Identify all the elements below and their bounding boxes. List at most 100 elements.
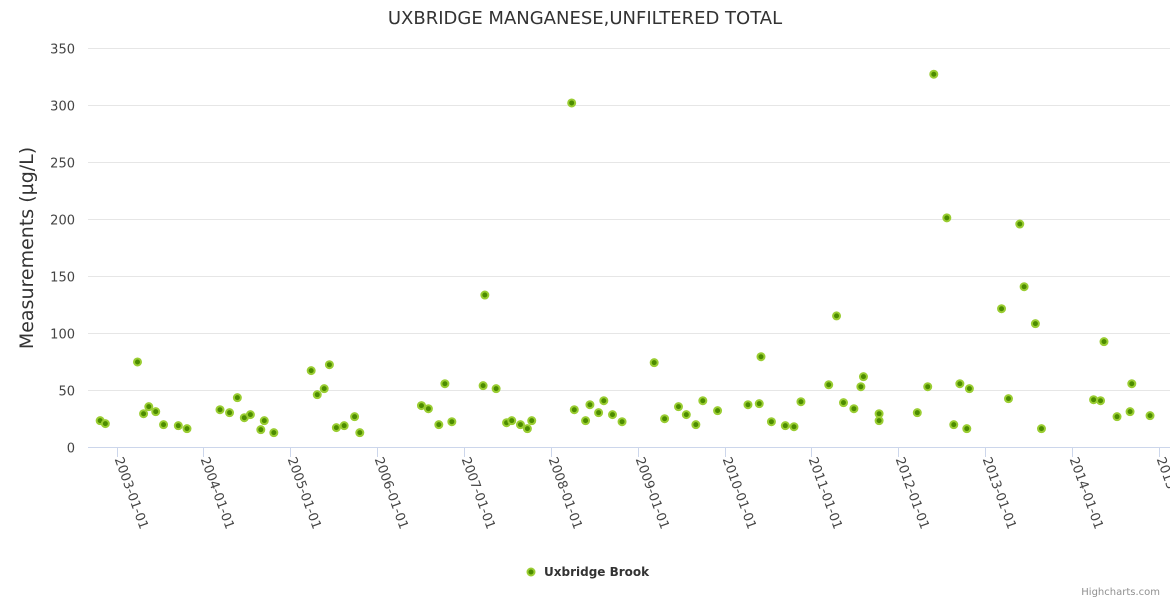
data-point[interactable] — [955, 379, 965, 389]
data-point[interactable] — [569, 405, 579, 415]
data-point[interactable] — [319, 384, 329, 394]
data-point[interactable] — [964, 384, 974, 394]
data-point[interactable] — [132, 357, 142, 367]
data-point[interactable] — [780, 421, 790, 431]
data-point[interactable] — [594, 408, 604, 418]
data-point[interactable] — [507, 416, 517, 426]
data-point[interactable] — [515, 420, 525, 430]
data-point[interactable] — [849, 404, 859, 414]
data-point[interactable] — [434, 420, 444, 430]
data-point[interactable] — [743, 400, 753, 410]
data-point[interactable] — [1036, 424, 1046, 434]
data-point[interactable] — [949, 420, 959, 430]
data-point[interactable] — [838, 398, 848, 408]
data-point[interactable] — [1145, 411, 1155, 421]
data-point[interactable] — [306, 366, 316, 376]
data-point[interactable] — [585, 400, 595, 410]
data-point[interactable] — [796, 397, 806, 407]
y-tick-label: 350 — [50, 43, 75, 58]
data-point[interactable] — [1099, 337, 1109, 347]
y-tick-label: 50 — [58, 385, 75, 400]
data-point[interactable] — [527, 416, 537, 426]
data-point[interactable] — [423, 404, 433, 414]
data-point[interactable] — [324, 360, 334, 370]
data-point[interactable] — [1127, 379, 1137, 389]
x-tick-label: 2006-01-01 — [371, 455, 411, 531]
y-tick-label: 250 — [50, 157, 75, 172]
data-point[interactable] — [1096, 396, 1106, 406]
data-point[interactable] — [1089, 395, 1099, 405]
data-point[interactable] — [858, 372, 868, 382]
y-tick-label: 150 — [50, 271, 75, 286]
data-point[interactable] — [660, 414, 670, 424]
data-point[interactable] — [923, 382, 933, 392]
data-point[interactable] — [100, 419, 110, 429]
data-point[interactable] — [766, 417, 776, 427]
data-point[interactable] — [581, 416, 591, 426]
data-point[interactable] — [1112, 412, 1122, 422]
data-point[interactable] — [416, 401, 426, 411]
data-point[interactable] — [673, 402, 683, 412]
data-point[interactable] — [713, 406, 723, 416]
data-point[interactable] — [599, 396, 609, 406]
data-point[interactable] — [698, 396, 708, 406]
data-point[interactable] — [144, 402, 154, 412]
data-point[interactable] — [1125, 407, 1135, 417]
data-point[interactable] — [691, 420, 701, 430]
data-point[interactable] — [856, 382, 866, 392]
data-point[interactable] — [874, 416, 884, 426]
data-point[interactable] — [567, 98, 577, 108]
data-point[interactable] — [256, 425, 266, 435]
data-point[interactable] — [617, 417, 627, 427]
data-point[interactable] — [159, 420, 169, 430]
data-point[interactable] — [480, 290, 490, 300]
data-point[interactable] — [245, 410, 255, 420]
grid-lines — [88, 48, 1170, 391]
data-point[interactable] — [1015, 219, 1025, 229]
data-point[interactable] — [824, 380, 834, 390]
credits-link[interactable]: Highcharts.com — [1081, 587, 1160, 598]
data-point[interactable] — [182, 424, 192, 434]
x-tick-label: 2003-01-01 — [111, 455, 151, 531]
data-point[interactable] — [1030, 319, 1040, 329]
data-point[interactable] — [339, 421, 349, 431]
data-point[interactable] — [331, 423, 341, 433]
data-point[interactable] — [756, 352, 766, 362]
data-point[interactable] — [259, 416, 269, 426]
data-point[interactable] — [929, 69, 939, 79]
data-point[interactable] — [151, 407, 161, 417]
data-point[interactable] — [997, 304, 1007, 314]
x-axis-ticks: 2003-01-01 2004-01-01 2005-01-01 2006-01-01… — [111, 447, 1170, 531]
data-point[interactable] — [608, 410, 618, 420]
data-point[interactable] — [215, 405, 225, 415]
data-point[interactable] — [942, 213, 952, 223]
data-point[interactable] — [1003, 394, 1013, 404]
data-point[interactable] — [355, 428, 365, 438]
data-point[interactable] — [478, 381, 488, 391]
data-point[interactable] — [269, 428, 279, 438]
data-point[interactable] — [681, 410, 691, 420]
data-point[interactable] — [1019, 282, 1029, 292]
data-point[interactable] — [312, 390, 322, 400]
data-point[interactable] — [491, 384, 501, 394]
data-point[interactable] — [912, 408, 922, 418]
data-point[interactable] — [874, 409, 884, 419]
y-axis-label: Measurements (µg/L) — [16, 147, 38, 349]
legend-item-uxbridge-brook[interactable]: Uxbridge Brook — [544, 565, 650, 579]
data-point[interactable] — [173, 421, 183, 431]
data-point[interactable] — [832, 311, 842, 321]
data-point[interactable] — [225, 408, 235, 418]
data-point[interactable] — [754, 399, 764, 409]
data-point[interactable] — [139, 409, 149, 419]
data-point[interactable] — [522, 424, 532, 434]
x-tick-label: 2012-01-01 — [892, 455, 932, 531]
data-point[interactable] — [962, 424, 972, 434]
data-point[interactable] — [350, 412, 360, 422]
data-point[interactable] — [789, 422, 799, 432]
data-point[interactable] — [447, 417, 457, 427]
legend[interactable]: Uxbridge Brook — [526, 565, 651, 579]
data-point[interactable] — [440, 379, 450, 389]
data-point[interactable] — [232, 393, 242, 403]
x-tick-label: 2008-01-01 — [545, 455, 585, 531]
data-point[interactable] — [649, 358, 659, 368]
